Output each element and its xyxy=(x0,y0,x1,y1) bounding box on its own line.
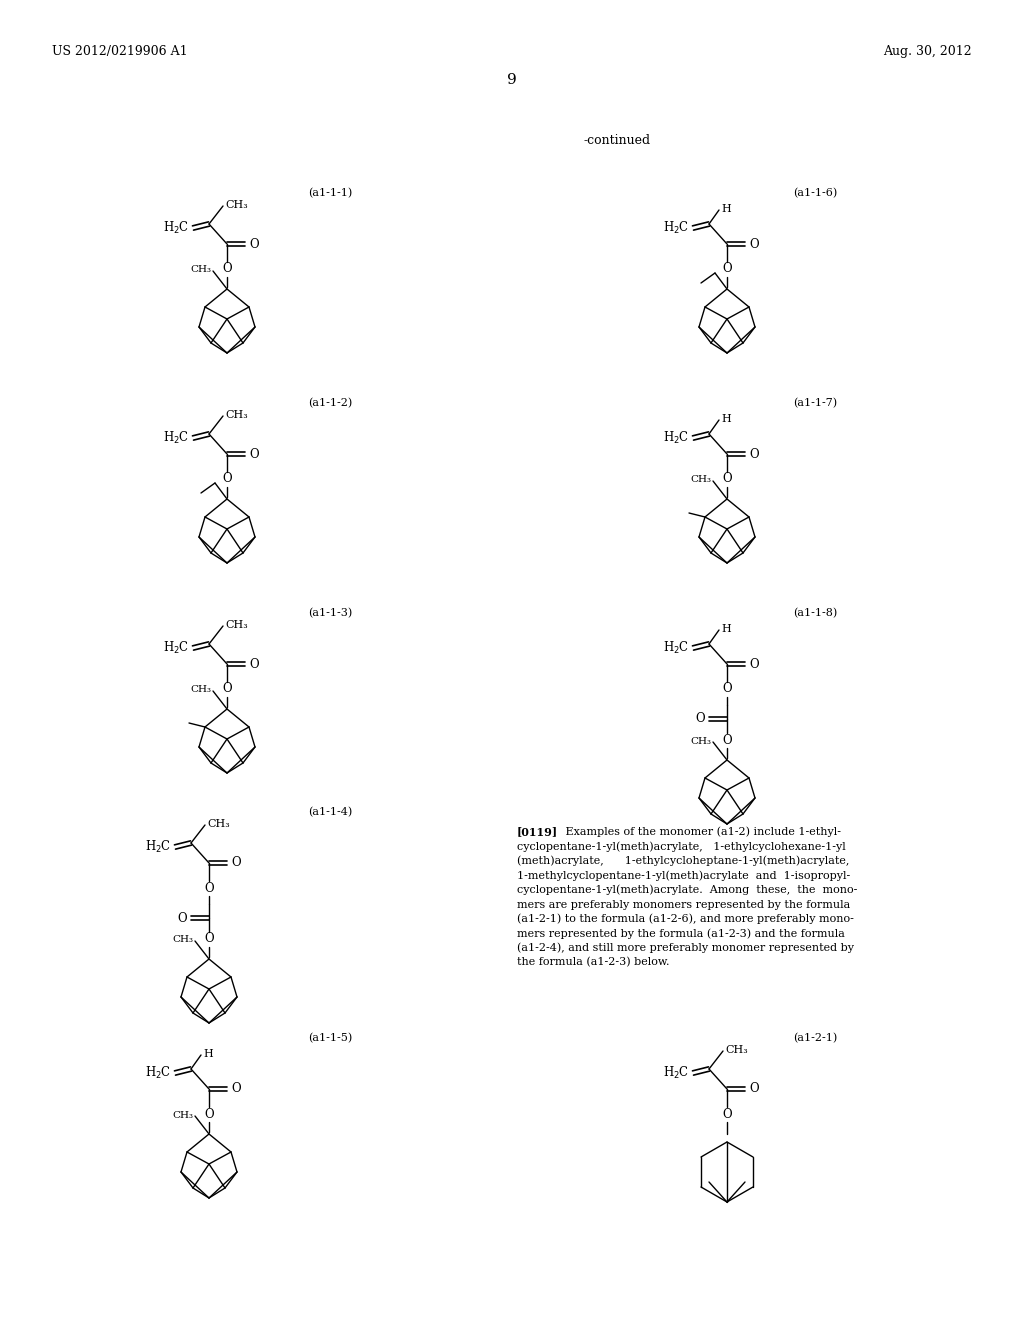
Text: O: O xyxy=(695,713,705,726)
Text: O: O xyxy=(249,657,259,671)
Text: (a1-1-2): (a1-1-2) xyxy=(308,397,352,408)
Text: O: O xyxy=(231,857,241,870)
Text: O: O xyxy=(749,1082,759,1096)
Text: -continued: -continued xyxy=(584,133,650,147)
Text: CH₃: CH₃ xyxy=(207,818,229,829)
Text: mers represented by the formula (a1-2-3) and the formula: mers represented by the formula (a1-2-3)… xyxy=(517,928,845,939)
Text: O: O xyxy=(222,682,231,696)
Text: CH₃: CH₃ xyxy=(725,1045,748,1055)
Text: (a1-1-4): (a1-1-4) xyxy=(308,807,352,817)
Text: O: O xyxy=(722,1107,732,1121)
Text: O: O xyxy=(749,238,759,251)
Text: O: O xyxy=(204,932,214,945)
Text: (a1-1-7): (a1-1-7) xyxy=(793,397,837,408)
Text: H$_2$C: H$_2$C xyxy=(663,220,689,236)
Text: O: O xyxy=(231,1082,241,1096)
Text: H$_2$C: H$_2$C xyxy=(144,1065,171,1081)
Text: H$_2$C: H$_2$C xyxy=(144,840,171,855)
Text: H$_2$C: H$_2$C xyxy=(663,1065,689,1081)
Text: Aug. 30, 2012: Aug. 30, 2012 xyxy=(884,45,972,58)
Text: O: O xyxy=(249,238,259,251)
Text: CH₃: CH₃ xyxy=(225,201,248,210)
Text: cyclopentane-1-yl(meth)acrylate.  Among  these,  the  mono-: cyclopentane-1-yl(meth)acrylate. Among t… xyxy=(517,884,857,895)
Text: CH₃: CH₃ xyxy=(225,620,248,630)
Text: H: H xyxy=(721,205,731,214)
Text: (a1-2-4), and still more preferably monomer represented by: (a1-2-4), and still more preferably mono… xyxy=(517,942,854,953)
Text: H: H xyxy=(721,624,731,634)
Text: H$_2$C: H$_2$C xyxy=(163,640,189,656)
Text: (a1-1-8): (a1-1-8) xyxy=(793,607,838,618)
Text: mers are preferably monomers represented by the formula: mers are preferably monomers represented… xyxy=(517,899,850,909)
Text: O: O xyxy=(749,447,759,461)
Text: (meth)acrylate,      1-ethylcycloheptane-1-yl(meth)acrylate,: (meth)acrylate, 1-ethylcycloheptane-1-yl… xyxy=(517,855,849,866)
Text: H$_2$C: H$_2$C xyxy=(163,430,189,446)
Text: CH₃: CH₃ xyxy=(225,411,248,420)
Text: CH₃: CH₃ xyxy=(190,685,211,694)
Text: (a1-1-3): (a1-1-3) xyxy=(308,607,352,618)
Text: H: H xyxy=(721,414,731,424)
Text: (a1-2-1) to the formula (a1-2-6), and more preferably mono-: (a1-2-1) to the formula (a1-2-6), and mo… xyxy=(517,913,854,924)
Text: CH₃: CH₃ xyxy=(172,1110,193,1119)
Text: (a1-2-1): (a1-2-1) xyxy=(793,1032,838,1043)
Text: [0119]: [0119] xyxy=(517,826,558,837)
Text: O: O xyxy=(722,682,732,696)
Text: 9: 9 xyxy=(507,73,517,87)
Text: O: O xyxy=(722,473,732,486)
Text: CH₃: CH₃ xyxy=(190,265,211,275)
Text: O: O xyxy=(722,263,732,276)
Text: O: O xyxy=(222,263,231,276)
Text: H$_2$C: H$_2$C xyxy=(663,640,689,656)
Text: 1-methylcyclopentane-1-yl(meth)acrylate  and  1-isopropyl-: 1-methylcyclopentane-1-yl(meth)acrylate … xyxy=(517,870,850,880)
Text: H: H xyxy=(203,1049,213,1059)
Text: US 2012/0219906 A1: US 2012/0219906 A1 xyxy=(52,45,187,58)
Text: O: O xyxy=(249,447,259,461)
Text: O: O xyxy=(749,657,759,671)
Text: O: O xyxy=(722,734,732,747)
Text: O: O xyxy=(204,1107,214,1121)
Text: H$_2$C: H$_2$C xyxy=(163,220,189,236)
Text: Examples of the monomer (a1-2) include 1-ethyl-: Examples of the monomer (a1-2) include 1… xyxy=(555,826,841,837)
Text: O: O xyxy=(177,912,187,924)
Text: O: O xyxy=(222,473,231,486)
Text: CH₃: CH₃ xyxy=(690,475,711,484)
Text: H$_2$C: H$_2$C xyxy=(663,430,689,446)
Text: CH₃: CH₃ xyxy=(172,936,193,945)
Text: (a1-1-6): (a1-1-6) xyxy=(793,187,838,198)
Text: (a1-1-1): (a1-1-1) xyxy=(308,187,352,198)
Text: O: O xyxy=(204,882,214,895)
Text: (a1-1-5): (a1-1-5) xyxy=(308,1032,352,1043)
Text: CH₃: CH₃ xyxy=(690,737,711,746)
Text: cyclopentane-1-yl(meth)acrylate,   1-ethylcyclohexane-1-yl: cyclopentane-1-yl(meth)acrylate, 1-ethyl… xyxy=(517,841,846,851)
Text: the formula (a1-2-3) below.: the formula (a1-2-3) below. xyxy=(517,957,670,968)
